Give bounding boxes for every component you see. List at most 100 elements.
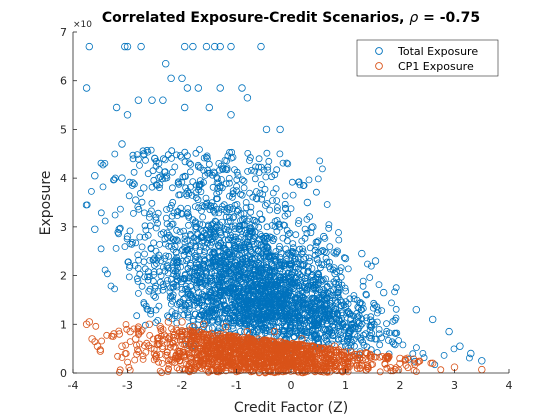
data-point: [334, 324, 342, 331]
data-point: [167, 74, 175, 82]
data-point: [243, 304, 251, 312]
data-point: [147, 310, 155, 318]
data-point: [184, 290, 192, 298]
data-point: [163, 276, 171, 284]
data-point: [173, 312, 181, 320]
data-point: [176, 191, 184, 199]
data-point: [282, 245, 290, 253]
data-point: [250, 240, 258, 248]
data-point: [391, 341, 399, 349]
data-point: [293, 279, 301, 287]
data-point: [236, 293, 244, 301]
data-point: [142, 302, 150, 310]
data-point: [208, 199, 216, 207]
data-point: [166, 288, 174, 296]
data-point: [139, 355, 147, 363]
data-point: [170, 209, 178, 217]
data-point: [115, 225, 123, 233]
data-point: [289, 308, 297, 316]
data-point: [174, 257, 182, 265]
data-point: [246, 154, 254, 161]
data-point: [235, 282, 243, 290]
data-point: [330, 278, 338, 286]
data-point: [209, 258, 217, 266]
data-point: [249, 237, 257, 245]
data-point: [299, 245, 307, 253]
data-point: [150, 268, 158, 276]
data-point: [255, 223, 263, 231]
data-point: [242, 343, 250, 351]
data-point: [262, 359, 269, 367]
data-point: [194, 264, 202, 271]
data-point: [199, 274, 207, 282]
data-point: [384, 336, 392, 344]
data-point: [359, 305, 367, 312]
data-point: [139, 352, 147, 360]
data-point: [156, 367, 164, 375]
data-point: [215, 209, 223, 217]
x-tick-label: 0: [288, 379, 295, 392]
data-point: [121, 350, 129, 357]
data-point: [155, 160, 163, 167]
data-point: [219, 362, 227, 370]
data-point: [287, 323, 295, 331]
data-point: [183, 257, 190, 265]
data-point: [126, 262, 134, 269]
data-point: [124, 358, 131, 366]
data-point: [338, 298, 346, 306]
data-point: [85, 42, 93, 51]
data-point: [317, 301, 325, 309]
data-point: [291, 255, 298, 263]
data-point: [242, 271, 250, 279]
data-point: [284, 331, 292, 339]
data-point: [138, 243, 146, 251]
data-point: [325, 306, 333, 314]
data-point: [255, 338, 263, 346]
data-point: [91, 225, 99, 233]
data-point: [167, 292, 175, 300]
data-point: [225, 333, 232, 341]
data-point: [154, 337, 162, 345]
data-point: [165, 313, 173, 321]
data-point: [125, 192, 133, 200]
data-point: [212, 223, 220, 231]
data-point: [196, 299, 204, 307]
data-point: [215, 352, 223, 360]
data-point: [111, 150, 119, 158]
data-point: [402, 361, 410, 369]
data-point: [136, 189, 144, 197]
data-point: [297, 357, 305, 365]
data-point: [456, 342, 464, 350]
data-point: [348, 320, 356, 328]
data-point: [145, 213, 153, 221]
data-point: [136, 161, 143, 169]
data-point: [264, 359, 272, 367]
data-point: [136, 270, 144, 278]
data-point: [165, 252, 173, 260]
data-point: [213, 315, 221, 323]
data-point: [350, 295, 358, 303]
data-point: [235, 285, 243, 293]
data-point: [181, 235, 189, 243]
data-point: [245, 303, 253, 311]
data-point: [161, 168, 169, 176]
data-point: [272, 288, 280, 296]
data-point: [260, 357, 268, 365]
data-point: [308, 326, 316, 334]
data-point: [263, 243, 271, 251]
y-tick-label: 0: [60, 367, 67, 380]
data-point: [256, 253, 264, 261]
legend-marker-cp1-exposure: [375, 62, 383, 70]
data-point: [276, 253, 284, 261]
data-point: [134, 155, 142, 163]
data-point: [241, 276, 249, 283]
data-point: [239, 255, 247, 262]
data-point: [212, 365, 220, 373]
data-point: [274, 368, 282, 376]
data-point: [345, 330, 353, 338]
data-point: [194, 303, 202, 311]
data-point: [192, 243, 200, 251]
data-point: [363, 349, 371, 358]
data-point: [152, 224, 160, 232]
data-point: [110, 330, 118, 338]
